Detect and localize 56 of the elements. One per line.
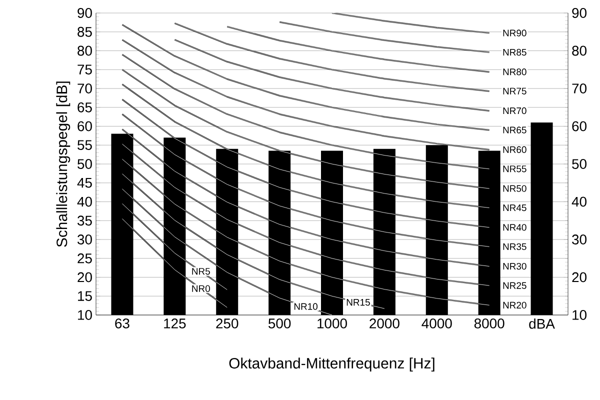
series-label: NR55 xyxy=(503,166,526,172)
series-label: NR15 xyxy=(346,299,370,306)
x-tick-label: 125 xyxy=(164,318,186,328)
y-tick-label: 35 xyxy=(78,216,92,226)
series-label: NR20 xyxy=(503,302,526,309)
series-label: NR70 xyxy=(503,107,526,114)
x-tick-label: 1000 xyxy=(318,318,347,328)
x-tick-label: dBA xyxy=(529,318,555,329)
x-tick-label: 250 xyxy=(216,318,238,328)
x-axis-title: Oktavband-Mittenfrequenz [Hz] xyxy=(229,358,434,372)
x-tick-label: 63 xyxy=(115,318,130,328)
y2-tick-label: 80 xyxy=(572,46,586,56)
series-label: NR45 xyxy=(503,204,526,212)
y-tick-label: 20 xyxy=(78,272,92,282)
y2-tick-label: 90 xyxy=(572,8,586,18)
x-tick-label: 8000 xyxy=(474,318,504,328)
y-tick-label: 75 xyxy=(78,64,92,74)
x-tick-label: 4000 xyxy=(422,318,452,328)
y-axis-title: Schallleistungspegel [dB] xyxy=(56,82,70,247)
y-tick-label: 85 xyxy=(78,26,92,37)
y-tick-label: 80 xyxy=(78,46,92,56)
y2-tick-label: 30 xyxy=(572,234,586,244)
y2-tick-label: 40 xyxy=(572,196,586,207)
series-label: NR80 xyxy=(503,68,526,76)
series-label: NR50 xyxy=(503,185,526,192)
y-tick-label: 40 xyxy=(77,196,92,207)
series-label: NR5 xyxy=(192,268,210,275)
series-label: NR0 xyxy=(192,285,210,292)
y-tick-label: 60 xyxy=(78,121,92,132)
y2-tick-label: 10 xyxy=(572,310,586,320)
x-tick-label: 2000 xyxy=(370,318,400,328)
y-tick-label: 65 xyxy=(78,102,92,112)
y-tick-label: 45 xyxy=(77,178,92,188)
y-tick-label: 50 xyxy=(78,159,92,169)
y-tick-label: 15 xyxy=(78,291,92,301)
series-label: NR90 xyxy=(503,30,526,36)
y-tick-label: 90 xyxy=(78,8,92,18)
y-tick-label: 55 xyxy=(78,140,92,150)
y2-tick-label: 70 xyxy=(572,84,586,94)
y-tick-label: 30 xyxy=(78,234,92,244)
series-label: NR85 xyxy=(503,48,526,56)
y-tick-label: 70 xyxy=(78,84,92,94)
series-label: NR60 xyxy=(503,146,526,154)
y2-tick-label: 20 xyxy=(572,272,586,282)
series-label: NR40 xyxy=(503,224,526,231)
series-label: NR75 xyxy=(503,88,526,94)
y2-tick-label: 60 xyxy=(572,121,586,132)
series-label: NR65 xyxy=(503,126,526,134)
y2-tick-label: 50 xyxy=(572,159,586,169)
series-label: NR10 xyxy=(294,303,318,310)
series-label: NR30 xyxy=(503,262,526,270)
y-tick-label: 25 xyxy=(78,253,92,264)
series-label: NR35 xyxy=(503,243,526,250)
x-tick-label: 500 xyxy=(268,318,291,328)
series-label: NR25 xyxy=(503,282,526,289)
y-tick-label: 10 xyxy=(78,310,92,320)
